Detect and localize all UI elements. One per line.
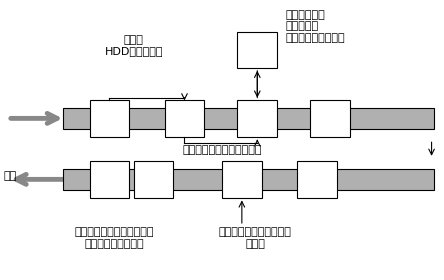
Text: 半導体メモリ
組込み工程
一旦ラインから外す: 半導体メモリ 組込み工程 一旦ラインから外す xyxy=(286,10,345,43)
Bar xyxy=(165,101,204,137)
Bar xyxy=(90,162,129,197)
Bar xyxy=(90,101,129,137)
Bar xyxy=(63,108,434,129)
Bar xyxy=(297,162,337,197)
Text: 発送: 発送 xyxy=(4,171,17,181)
Bar xyxy=(134,162,174,197)
Bar xyxy=(222,162,262,197)
Text: 飛ばす
HDD組込み工程: 飛ばす HDD組込み工程 xyxy=(104,35,163,56)
Bar xyxy=(310,101,350,137)
Text: 次の製品が追い越していく: 次の製品が追い越していく xyxy=(182,145,262,155)
Text: 空冷ファン組み込み工程
飛ばす: 空冷ファン組み込み工程 飛ばす xyxy=(218,227,292,249)
Bar xyxy=(238,32,277,68)
Text: ソフト　テストプログラム
組み込み　検査工程: ソフト テストプログラム 組み込み 検査工程 xyxy=(74,227,154,249)
Bar xyxy=(63,169,434,190)
Bar xyxy=(238,101,277,137)
